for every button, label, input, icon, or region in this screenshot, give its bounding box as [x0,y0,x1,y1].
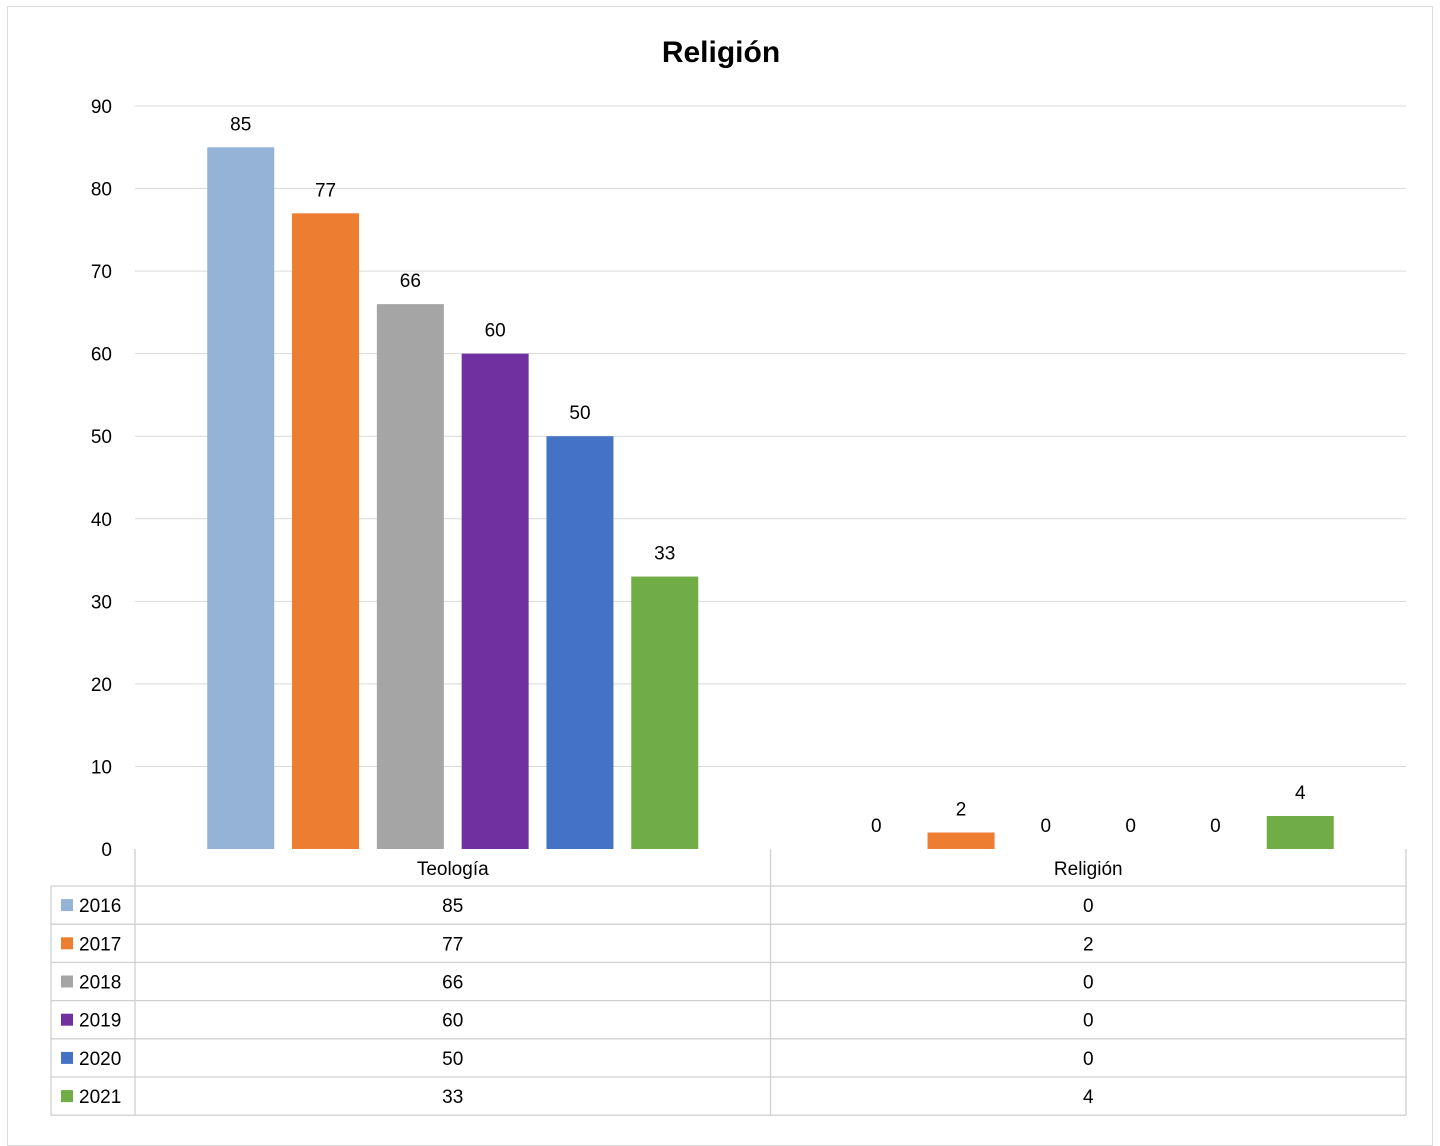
y-axis-ticks: 0 10 20 30 40 50 60 70 80 90 [91,97,112,861]
data-label: 50 [569,403,590,424]
data-label: 60 [485,321,506,342]
table-category-label: Religión [1054,859,1123,880]
chart-title: Religión [662,36,780,69]
data-label: 0 [871,816,882,837]
bar-2021-0 [631,576,699,849]
y-tick-label: 60 [91,345,112,366]
bar-2018-0 [376,304,444,850]
legend-key-2019 [61,1013,73,1026]
data-label: 0 [1210,816,1221,837]
legend-key-2016 [61,899,73,912]
data-labels: 85 77 66 60 50 33 0 2 0 0 0 4 [230,114,1306,837]
data-label: 0 [1125,816,1136,837]
data-label: 77 [315,180,336,201]
legend-label: 2017 [79,934,121,955]
data-table: Teología Religión 2016 85 0 2017 77 2 2018 66 0 201… [50,849,1407,1116]
data-label: 33 [654,544,675,565]
y-tick-label: 70 [91,262,112,283]
bar-2019-0 [461,353,529,849]
y-tick-label: 40 [91,510,112,531]
table-category-label: Teología [417,859,489,880]
data-label: 85 [230,114,251,135]
y-tick-label: 30 [91,592,112,613]
y-tick-label: 90 [91,97,112,118]
table-cell: 0 [1083,1011,1094,1032]
data-label: 4 [1295,783,1306,804]
y-tick-label: 0 [101,840,112,861]
bar-2017-0 [292,213,360,850]
y-tick-label: 50 [91,427,112,448]
table-cell: 0 [1083,1049,1094,1070]
table-cell: 60 [442,1011,463,1032]
legend-key-2020 [61,1051,73,1064]
y-tick-label: 80 [91,180,112,201]
legend-key-2021 [61,1090,73,1103]
bar-2020-0 [546,436,614,849]
data-label: 66 [400,271,421,292]
table-cell: 0 [1083,896,1094,917]
table-cell: 4 [1083,1087,1094,1108]
legend-label: 2020 [79,1049,121,1070]
bar-2021-1 [1266,815,1334,849]
legend-label: 2016 [79,896,121,917]
bar-2016-0 [207,147,275,849]
legend-key-2018 [61,975,73,988]
y-tick-label: 10 [91,757,112,778]
legend-key-2017 [61,937,73,950]
legend-label: 2019 [79,1011,121,1032]
table-cell: 66 [442,973,463,994]
y-tick-label: 20 [91,675,112,696]
table-cell: 2 [1083,934,1094,955]
table-cell: 33 [442,1087,463,1108]
table-cell: 85 [442,896,463,917]
data-label: 2 [956,799,967,820]
legend-label: 2018 [79,973,121,994]
table-cell: 0 [1083,973,1094,994]
bars [207,147,1334,850]
bar-2017-1 [927,832,995,849]
table-cell: 77 [442,934,463,955]
data-label: 0 [1041,816,1052,837]
table-cell: 50 [442,1049,463,1070]
legend-label: 2021 [79,1087,121,1108]
